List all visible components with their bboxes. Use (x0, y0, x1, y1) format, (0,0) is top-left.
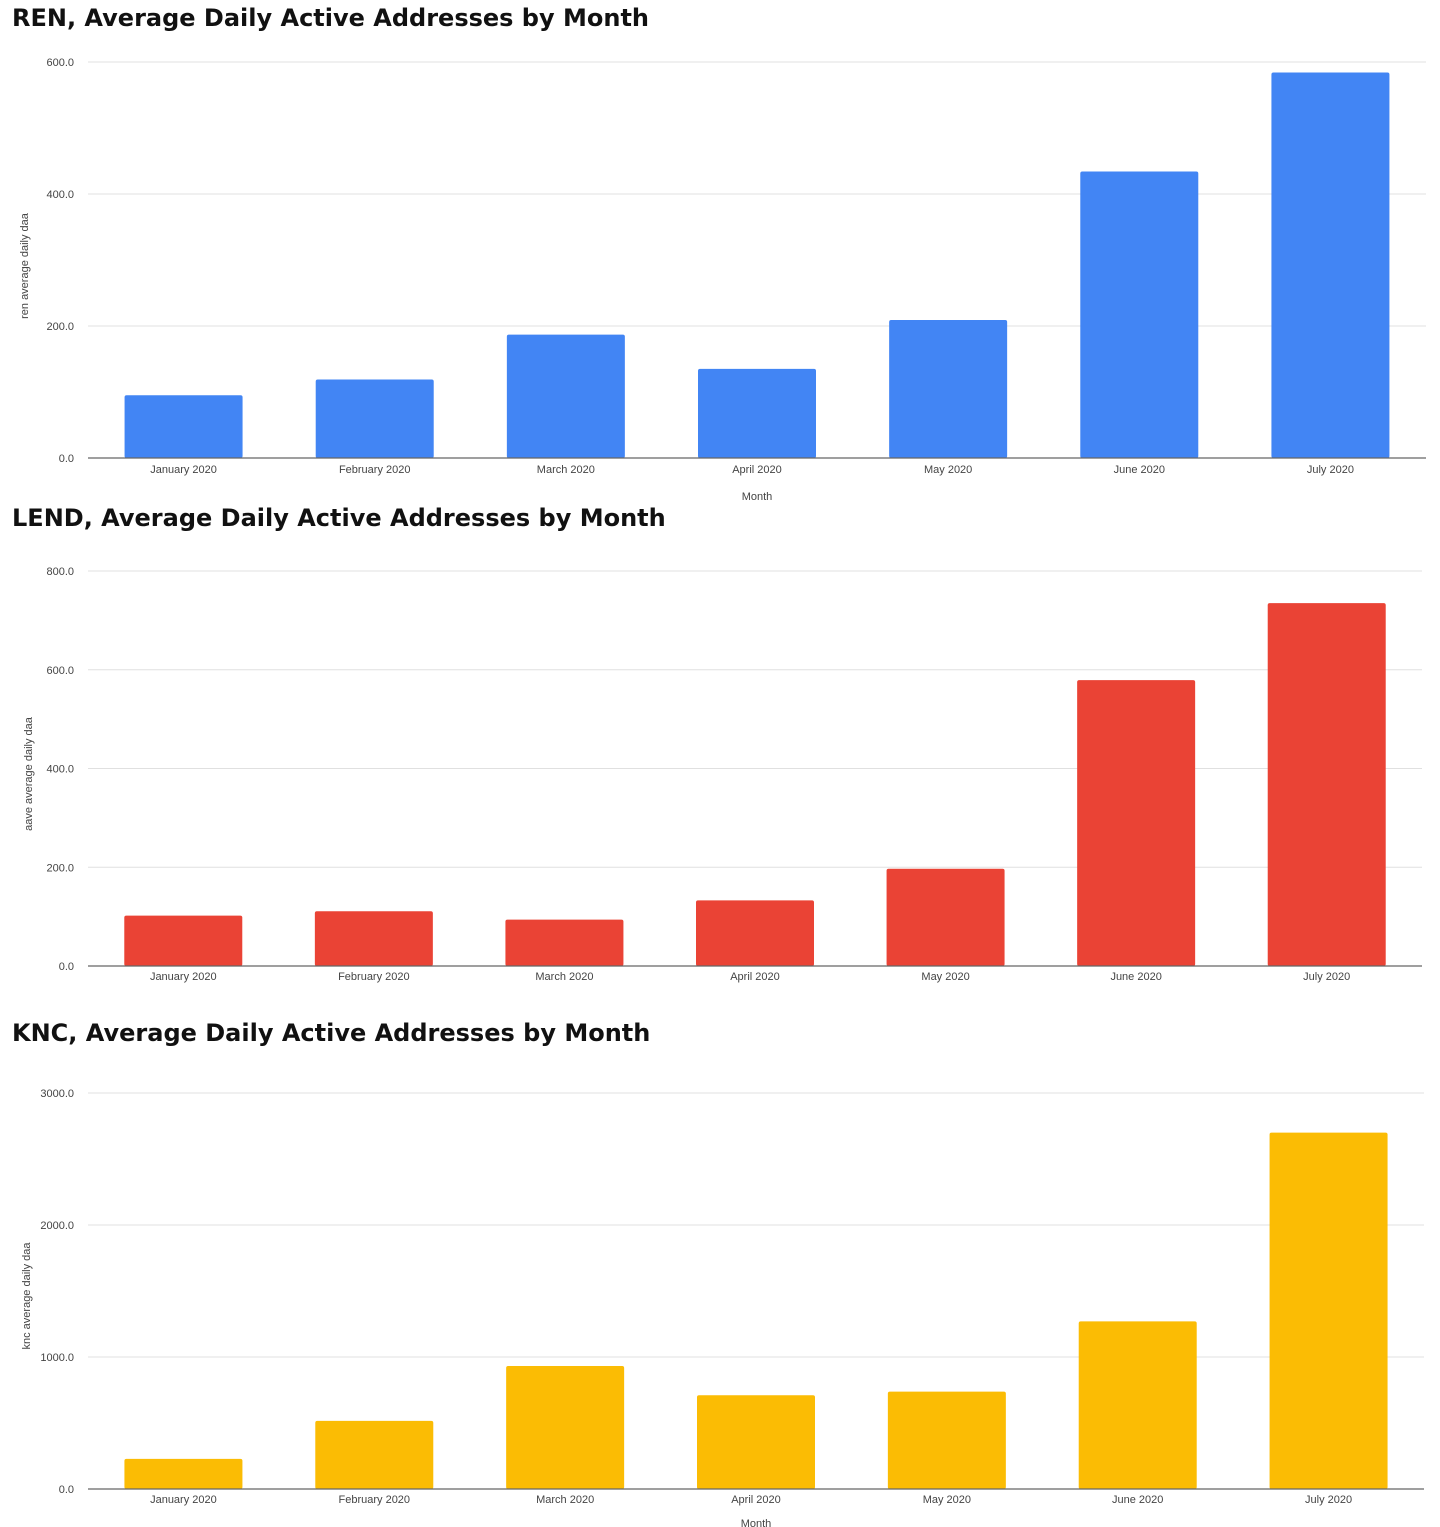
x-tick-label: May 2020 (924, 464, 972, 476)
ren-chart-title: REN, Average Daily Active Addresses by M… (12, 4, 649, 32)
x-tick-label: March 2020 (535, 971, 593, 983)
lend-chart-title: LEND, Average Daily Active Addresses by … (12, 504, 666, 532)
x-tick-label: March 2020 (536, 1494, 594, 1506)
bar-january-2020 (124, 395, 243, 458)
bar-march-2020 (506, 1365, 625, 1489)
bar-january-2020 (124, 915, 243, 966)
bar-february-2020 (315, 379, 434, 458)
y-tick-label: 400.0 (46, 764, 74, 776)
x-tick-label: May 2020 (923, 1494, 971, 1506)
bar-april-2020 (696, 900, 814, 966)
bar-february-2020 (315, 1420, 434, 1489)
bar-february-2020 (314, 911, 433, 966)
x-tick-label: February 2020 (339, 464, 411, 476)
bar-june-2020 (1077, 680, 1196, 966)
y-tick-label: 600.0 (46, 665, 74, 677)
x-tick-label: January 2020 (150, 464, 217, 476)
y-tick-label: 0.0 (59, 1484, 74, 1496)
y-tick-label: 400.0 (46, 189, 74, 201)
y-axis-title: aave average daily daa (23, 716, 35, 831)
bar-july-2020 (1269, 1132, 1388, 1489)
x-tick-label: April 2020 (732, 464, 782, 476)
bar-may-2020 (886, 868, 1005, 966)
x-tick-label: July 2020 (1305, 1494, 1352, 1506)
bar-march-2020 (505, 919, 624, 966)
x-tick-label: January 2020 (150, 971, 217, 983)
x-tick-label: April 2020 (731, 1494, 781, 1506)
x-tick-label: February 2020 (338, 971, 410, 983)
bar-july-2020 (1267, 603, 1386, 966)
y-tick-label: 600.0 (46, 57, 74, 69)
bar-march-2020 (506, 334, 625, 458)
knc-bar-chart: 0.0 1000.0 2000.0 3000.0 January 2020 Februar… (21, 1088, 1424, 1527)
bar-july-2020 (1271, 72, 1390, 458)
bar-january-2020 (124, 1458, 243, 1489)
x-tick-label: June 2020 (1112, 1494, 1163, 1506)
y-tick-label: 2000.0 (40, 1220, 74, 1232)
bar-may-2020 (887, 1391, 1006, 1489)
bar-june-2020 (1080, 171, 1199, 458)
y-tick-label: 0.0 (59, 453, 74, 465)
bar-june-2020 (1078, 1321, 1197, 1489)
knc-chart-title: KNC, Average Daily Active Addresses by M… (12, 1019, 651, 1047)
bar-april-2020 (697, 1395, 815, 1489)
x-tick-label: June 2020 (1114, 464, 1165, 476)
x-tick-label: March 2020 (537, 464, 595, 476)
x-tick-label: June 2020 (1110, 971, 1161, 983)
y-axis-title: knc average daily daa (21, 1242, 33, 1350)
y-tick-label: 0.0 (59, 961, 74, 973)
x-tick-label: January 2020 (150, 1494, 217, 1506)
y-tick-label: 1000.0 (40, 1352, 74, 1364)
lend-bar-chart: 0.0 200.0 400.0 600.0 800.0 January 2020 Febru… (23, 566, 1422, 983)
y-tick-label: 200.0 (46, 862, 74, 874)
x-axis-title: Month (741, 1518, 772, 1527)
x-tick-label: February 2020 (339, 1494, 411, 1506)
y-tick-label: 800.0 (46, 566, 74, 578)
x-tick-label: May 2020 (921, 971, 969, 983)
bar-april-2020 (698, 368, 816, 458)
x-tick-label: April 2020 (730, 971, 780, 983)
x-tick-label: July 2020 (1307, 464, 1354, 476)
y-axis-title: ren average daily daa (19, 212, 31, 319)
y-tick-label: 200.0 (46, 321, 74, 333)
ren-bar-chart: 0.0 200.0 400.0 600.0 January 2020 February 2… (19, 57, 1426, 503)
x-tick-label: July 2020 (1303, 971, 1350, 983)
bar-may-2020 (889, 320, 1008, 458)
x-axis-title: Month (742, 491, 773, 503)
y-tick-label: 3000.0 (40, 1088, 74, 1100)
